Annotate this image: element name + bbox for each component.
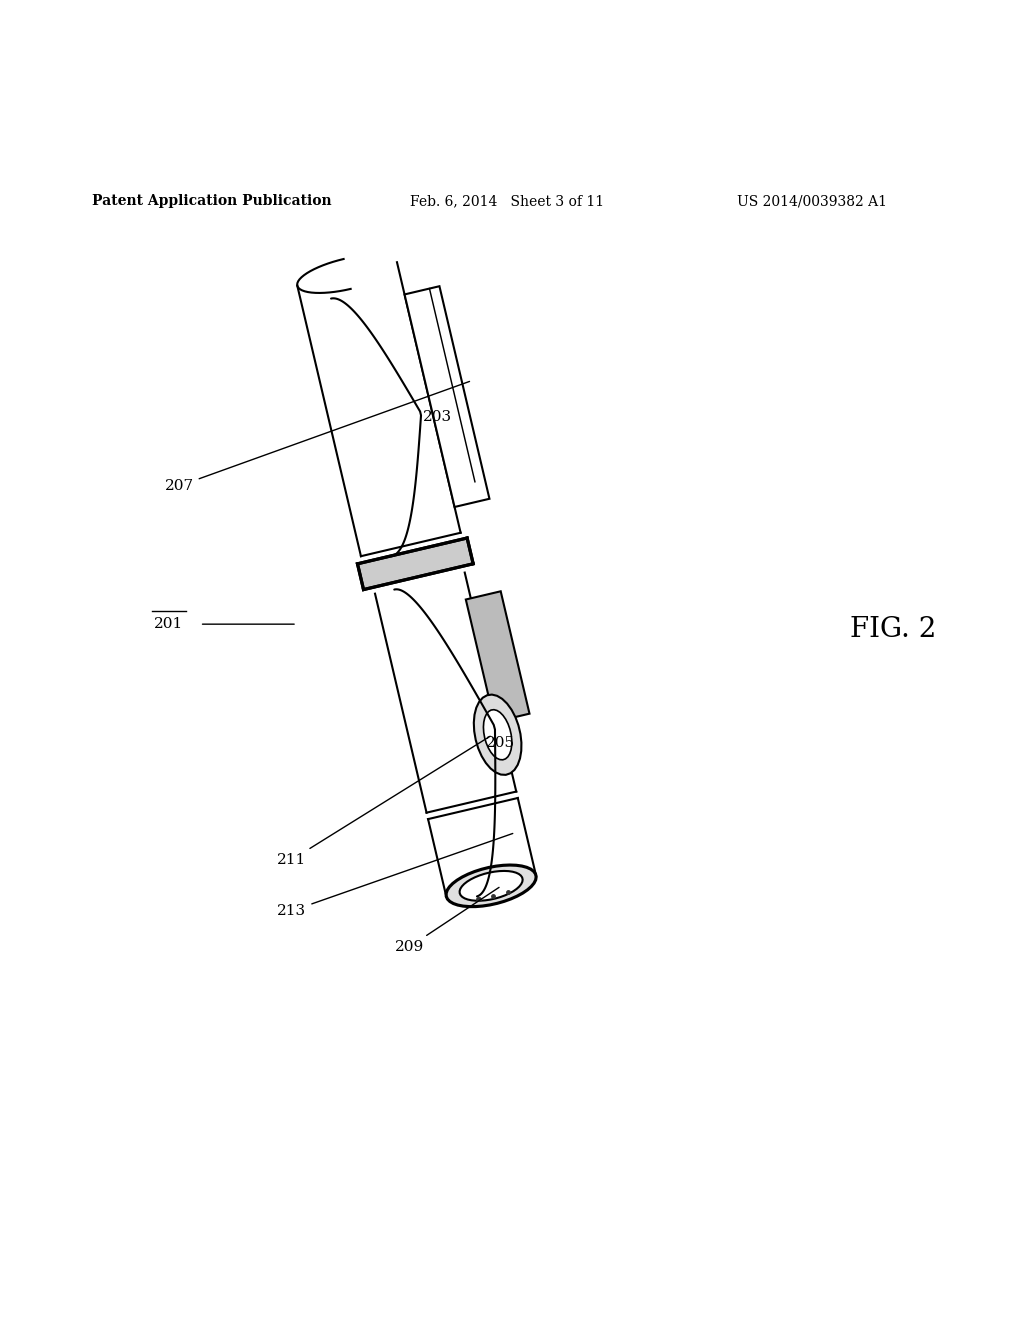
Text: 211: 211: [278, 737, 490, 867]
Polygon shape: [483, 710, 512, 760]
Polygon shape: [297, 259, 397, 293]
Polygon shape: [404, 286, 489, 507]
Polygon shape: [474, 694, 521, 775]
Polygon shape: [297, 263, 461, 556]
Text: Patent Application Publication: Patent Application Publication: [92, 194, 332, 209]
Text: 201: 201: [155, 618, 183, 631]
Polygon shape: [357, 539, 473, 590]
Polygon shape: [466, 591, 529, 722]
Polygon shape: [460, 871, 522, 900]
Polygon shape: [446, 865, 537, 907]
Text: 209: 209: [395, 887, 499, 954]
Text: 207: 207: [165, 381, 470, 492]
Polygon shape: [428, 799, 536, 896]
Text: 203: 203: [423, 411, 453, 424]
Text: 205: 205: [486, 737, 515, 750]
Text: Feb. 6, 2014   Sheet 3 of 11: Feb. 6, 2014 Sheet 3 of 11: [410, 194, 604, 209]
Text: 213: 213: [278, 833, 513, 917]
Text: US 2014/0039382 A1: US 2014/0039382 A1: [737, 194, 887, 209]
Polygon shape: [375, 573, 516, 813]
Text: FIG. 2: FIG. 2: [850, 615, 936, 643]
